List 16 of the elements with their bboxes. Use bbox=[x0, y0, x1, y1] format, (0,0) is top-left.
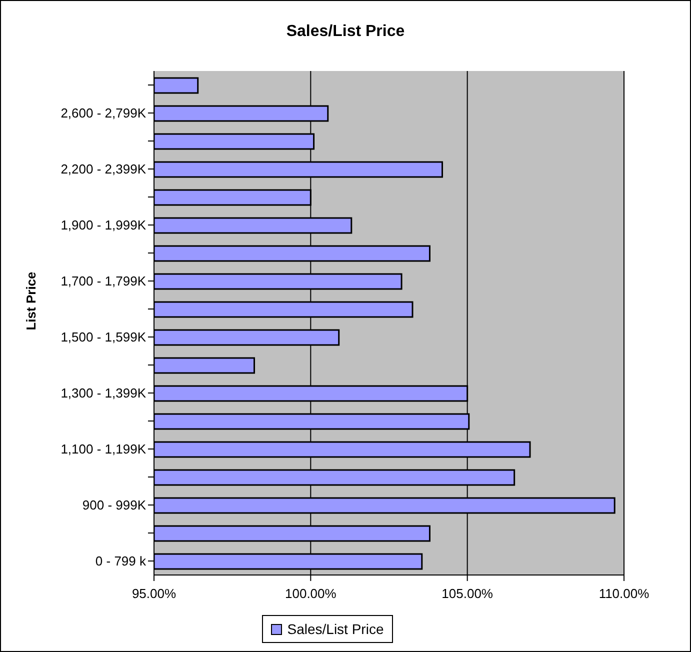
y-tick-label: 1,700 - 1,799K bbox=[60, 274, 146, 289]
y-axis-title: List Price bbox=[24, 272, 38, 330]
x-tick-label: 95.00% bbox=[132, 586, 176, 602]
y-tick-label: 1,500 - 1,599K bbox=[60, 330, 146, 345]
legend-label: Sales/List Price bbox=[286, 621, 384, 637]
chart-title: Sales/List Price bbox=[285, 23, 406, 41]
y-tick-label: 900 - 999K bbox=[82, 498, 146, 513]
x-tick-label: 110.00% bbox=[598, 586, 650, 602]
y-tick-label: 1,900 - 1,999K bbox=[60, 218, 146, 233]
y-tick-label: 2,200 - 2,399K bbox=[60, 162, 146, 177]
x-tick-label: 100.00% bbox=[285, 586, 337, 602]
y-tick-label: 1,300 - 1,399K bbox=[60, 386, 146, 401]
y-tick-label: 1,100 - 1,199K bbox=[60, 442, 146, 457]
x-tick-label: 105.00% bbox=[442, 586, 494, 602]
y-tick-label: 2,600 - 2,799K bbox=[60, 106, 146, 121]
y-tick-label: 0 - 799 k bbox=[95, 554, 146, 569]
